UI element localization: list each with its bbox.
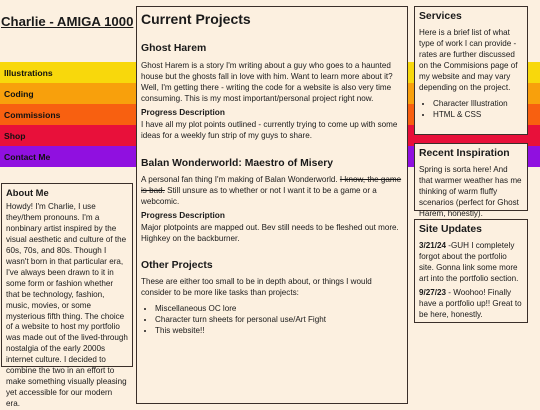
project-title-ghost-harem: Ghost Harem xyxy=(141,43,207,54)
site-title: Charlie - AMIGA 1000 xyxy=(1,14,134,29)
list-item: Character turn sheets for personal use/A… xyxy=(155,314,403,325)
services-desc: Here is a brief list of what type of wor… xyxy=(419,28,518,92)
project-desc-ghost-harem: Ghost Harem is a story I'm writing about… xyxy=(141,61,393,103)
balan-desc-part1: A personal fan thing I'm making of Balan… xyxy=(141,175,340,184)
site-updates-panel: Site Updates 3/21/24 -GUH I completely f… xyxy=(414,219,528,323)
services-heading: Services xyxy=(419,11,462,22)
projects-heading: Current Projects xyxy=(141,11,251,27)
update-date: 9/27/23 xyxy=(419,288,447,297)
update-text: -GUH I completely forgot about the portf… xyxy=(419,241,519,283)
services-panel: Services Here is a brief list of what ty… xyxy=(414,6,528,135)
project-title-balan: Balan Wonderworld: Maestro of Misery xyxy=(141,158,334,169)
updates-heading: Site Updates xyxy=(419,224,482,235)
about-me-panel: About Me Howdy! I'm Charlie, I use they/… xyxy=(1,183,133,408)
about-heading: About Me xyxy=(6,187,49,198)
update-entry: 9/27/23 - Woohoo! Finally have a portfol… xyxy=(419,287,523,320)
inspiration-body: Spring is sorta here! And that warmer we… xyxy=(419,165,522,218)
nav-link-coding[interactable]: Coding xyxy=(4,89,34,99)
about-body: Howdy! I'm Charlie, I use they/them pron… xyxy=(6,202,128,409)
nav-link-commissions[interactable]: Commissions xyxy=(4,110,61,120)
inspiration-heading: Recent Inspiration xyxy=(419,148,510,159)
other-projects-list: Miscellaneous OC lore Character turn she… xyxy=(141,303,403,336)
other-projects-title: Other Projects xyxy=(141,260,213,271)
nav-link-contact-me[interactable]: Contact Me xyxy=(4,152,51,162)
services-list: Character Illustration HTML & CSS xyxy=(419,98,523,120)
update-date: 3/21/24 xyxy=(419,241,447,250)
progress-heading-balan: Progress Description xyxy=(141,210,225,220)
nav-link-shop[interactable]: Shop xyxy=(4,131,26,141)
update-entry: 3/21/24 -GUH I completely forgot about t… xyxy=(419,240,523,284)
list-item: Miscellaneous OC lore xyxy=(155,303,403,314)
progress-heading-ghost-harem: Progress Description xyxy=(141,107,225,117)
balan-desc-strikethrough: I know, the game is bad. xyxy=(141,175,402,195)
progress-text-balan: Major plotpoints are mapped out. Bev sti… xyxy=(141,223,399,243)
current-projects-panel: Current Projects Ghost Harem Ghost Harem… xyxy=(136,6,408,404)
progress-text-ghost-harem: I have all my plot points outlined - cur… xyxy=(141,120,398,140)
list-item: Character Illustration xyxy=(433,98,523,109)
project-desc-balan: A personal fan thing I'm making of Balan… xyxy=(141,174,403,207)
list-item: This website!! xyxy=(155,325,403,336)
list-item: HTML & CSS xyxy=(433,109,523,120)
recent-inspiration-panel: Recent Inspiration Spring is sorta here!… xyxy=(414,143,528,218)
balan-desc-part2: Still unsure as to whether or not I want… xyxy=(141,186,377,206)
nav-link-illustrations[interactable]: Illustrations xyxy=(4,68,53,78)
other-projects-desc: These are either too small to be in dept… xyxy=(141,277,372,297)
update-text: - Woohoo! Finally have a portfolio up!! … xyxy=(419,288,522,319)
